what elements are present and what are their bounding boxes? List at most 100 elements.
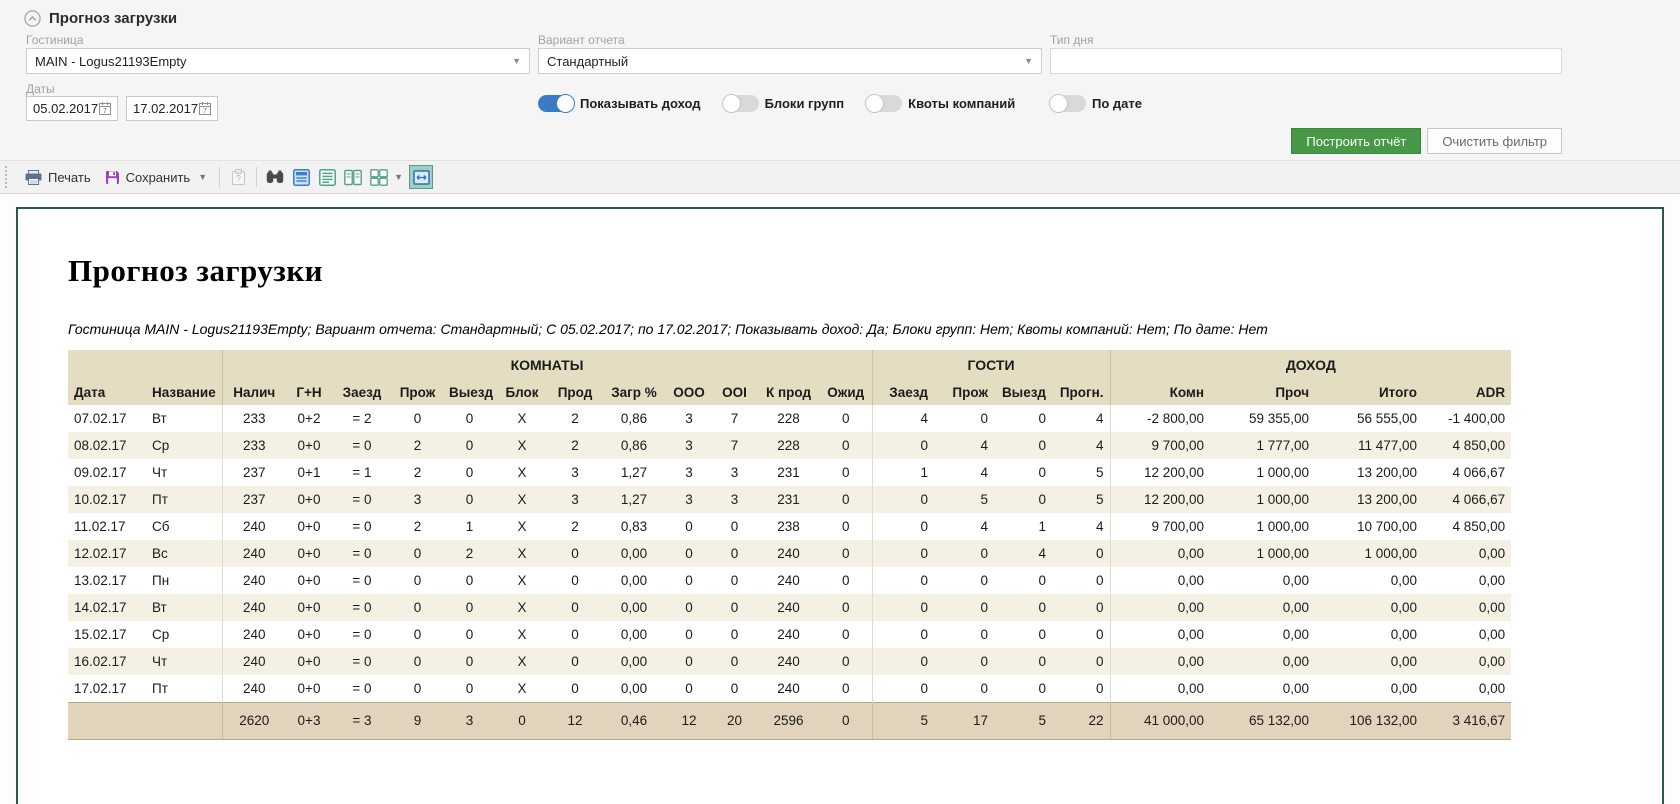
table-cell: 240 xyxy=(222,675,286,702)
multi-page-dropdown-caret[interactable]: ▼ xyxy=(394,172,403,182)
table-cell: 0,00 xyxy=(1423,675,1511,702)
table-cell: 0,00 xyxy=(1315,675,1423,702)
toggle-company-quotas[interactable]: Квоты компаний xyxy=(866,95,1015,112)
table-cell: 0,00 xyxy=(1315,648,1423,675)
table-cell: = 0 xyxy=(332,540,392,567)
report-variant-label: Вариант отчета xyxy=(538,33,625,47)
two-page-view-button[interactable] xyxy=(341,165,365,189)
table-cell: 228 xyxy=(757,432,820,459)
toggle-by-date[interactable]: По дате xyxy=(1050,95,1142,112)
hotel-select[interactable]: MAIN - Logus21193Empty ▼ xyxy=(26,48,530,74)
table-cell: 233 xyxy=(222,432,286,459)
clear-filter-button[interactable]: Очистить фильтр xyxy=(1427,128,1562,154)
table-cell: 0,00 xyxy=(1210,648,1315,675)
hotel-label: Гостиница xyxy=(26,33,83,47)
table-cell: 0,86 xyxy=(602,432,666,459)
table-cell: 0 xyxy=(548,648,602,675)
single-page-view-button[interactable] xyxy=(289,165,313,189)
table-cell: 0,00 xyxy=(1315,567,1423,594)
table-cell: 0 xyxy=(872,432,934,459)
total-cell: 106 132,00 xyxy=(1315,702,1423,739)
table-cell: 0 xyxy=(712,621,757,648)
date-from-input[interactable]: 05.02.2017 7 xyxy=(26,96,118,121)
table-cell: 0 xyxy=(712,540,757,567)
report-viewer[interactable]: Прогноз загрузки Гостиница MAIN - Logus2… xyxy=(0,194,1680,804)
collapse-panel-icon[interactable] xyxy=(24,10,41,27)
table-cell: 2 xyxy=(392,513,443,540)
column-header: ADR xyxy=(1423,379,1511,405)
table-cell: 59 355,00 xyxy=(1210,405,1315,432)
table-cell: 0 xyxy=(1052,540,1110,567)
table-cell: Пт xyxy=(146,486,222,513)
column-header: ООI xyxy=(712,379,757,405)
table-cell: 0 xyxy=(1052,621,1110,648)
table-cell: 0 xyxy=(548,675,602,702)
table-cell: 0 xyxy=(994,567,1052,594)
table-cell: 0 xyxy=(872,594,934,621)
total-cell xyxy=(146,702,222,739)
table-cell: 0+0 xyxy=(286,594,332,621)
calendar-icon[interactable]: 7 xyxy=(99,102,111,115)
print-button[interactable]: Печать xyxy=(18,167,98,188)
table-cell: 4 xyxy=(1052,405,1110,432)
table-cell: 0 xyxy=(994,405,1052,432)
chevron-down-icon[interactable]: ▼ xyxy=(512,56,521,66)
multi-page-view-button[interactable] xyxy=(367,165,391,189)
table-cell: 0,00 xyxy=(1315,594,1423,621)
table-cell: 0 xyxy=(666,675,712,702)
toggle-switch[interactable] xyxy=(723,95,759,112)
toolbar-separator xyxy=(256,167,257,187)
table-cell: = 0 xyxy=(332,513,392,540)
paste-icon: ? xyxy=(232,169,245,185)
report-variant-select[interactable]: Стандартный ▼ xyxy=(538,48,1042,74)
table-cell: 0 xyxy=(820,567,872,594)
fit-width-button[interactable] xyxy=(409,165,433,189)
table-row: 11.02.17Сб2400+0= 021X20,8300238004149 7… xyxy=(68,513,1511,540)
continuous-view-button[interactable] xyxy=(315,165,339,189)
print-label: Печать xyxy=(48,170,91,185)
table-cell: 10 700,00 xyxy=(1315,513,1423,540)
table-cell: 0,00 xyxy=(602,648,666,675)
table-cell: 0 xyxy=(820,432,872,459)
day-type-input[interactable] xyxy=(1050,48,1562,74)
save-dropdown-caret[interactable]: ▼ xyxy=(198,172,207,182)
single-page-view-icon xyxy=(293,169,310,186)
table-cell: 0+0 xyxy=(286,486,332,513)
build-report-button[interactable]: Построить отчёт xyxy=(1291,128,1421,154)
toggle-switch[interactable] xyxy=(1050,95,1086,112)
table-cell: 0 xyxy=(443,459,496,486)
chevron-down-icon[interactable]: ▼ xyxy=(1024,56,1033,66)
calendar-icon[interactable]: 7 xyxy=(199,102,211,115)
date-to-input[interactable]: 17.02.2017 7 xyxy=(126,96,218,121)
save-label: Сохранить xyxy=(126,170,191,185)
total-cell: 0+3 xyxy=(286,702,332,739)
table-cell: 0 xyxy=(443,648,496,675)
toggle-switch[interactable] xyxy=(866,95,902,112)
total-cell: 65 132,00 xyxy=(1210,702,1315,739)
table-cell: 0 xyxy=(392,675,443,702)
toolbar-grip[interactable] xyxy=(5,166,10,188)
toggle-group-blocks[interactable]: Блоки групп xyxy=(723,95,845,112)
toggle-switch[interactable] xyxy=(538,95,574,112)
table-cell: = 0 xyxy=(332,432,392,459)
table-cell: -2 800,00 xyxy=(1110,405,1210,432)
table-cell: 0+0 xyxy=(286,540,332,567)
table-cell: 240 xyxy=(222,513,286,540)
table-cell: 0 xyxy=(666,540,712,567)
table-cell: 0 xyxy=(666,648,712,675)
table-cell: 0 xyxy=(820,594,872,621)
table-cell: 0 xyxy=(666,513,712,540)
find-button[interactable] xyxy=(263,165,287,189)
table-cell: 0 xyxy=(994,648,1052,675)
column-header: Заезд xyxy=(872,379,934,405)
paste-button[interactable]: ? xyxy=(226,165,250,189)
toggle-show-income[interactable]: Показывать доход xyxy=(538,95,701,112)
column-header: Ожид xyxy=(820,379,872,405)
table-cell: 4 xyxy=(1052,513,1110,540)
table-cell: 0 xyxy=(820,459,872,486)
column-header: Загр % xyxy=(602,379,666,405)
save-button[interactable]: Сохранить ▼ xyxy=(98,167,215,188)
table-cell: 0 xyxy=(994,594,1052,621)
table-cell: 0,00 xyxy=(1210,675,1315,702)
table-cell: 240 xyxy=(757,621,820,648)
